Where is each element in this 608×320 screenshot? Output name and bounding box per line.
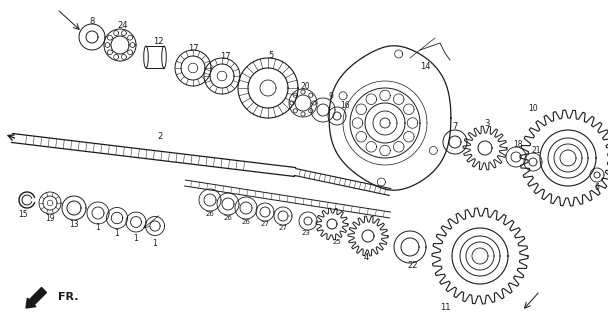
Text: 23: 23 bbox=[302, 230, 311, 236]
Text: 14: 14 bbox=[420, 61, 430, 70]
Text: 8: 8 bbox=[89, 17, 95, 26]
Ellipse shape bbox=[143, 46, 148, 68]
Text: 27: 27 bbox=[261, 221, 269, 227]
Text: 22: 22 bbox=[408, 261, 418, 270]
Text: 25: 25 bbox=[333, 239, 341, 245]
Text: 16: 16 bbox=[340, 100, 350, 109]
Text: 17: 17 bbox=[188, 44, 198, 52]
Text: 17: 17 bbox=[219, 52, 230, 60]
Text: 1: 1 bbox=[95, 222, 100, 231]
FancyArrow shape bbox=[26, 288, 46, 308]
Text: 3: 3 bbox=[485, 118, 489, 127]
Text: 26: 26 bbox=[241, 219, 250, 225]
Text: 5: 5 bbox=[268, 51, 274, 60]
Text: 19: 19 bbox=[45, 213, 55, 222]
Bar bbox=[146, 46, 164, 68]
Text: 9: 9 bbox=[328, 92, 333, 100]
Text: 11: 11 bbox=[440, 303, 451, 313]
Text: 1: 1 bbox=[134, 234, 139, 243]
Text: 24: 24 bbox=[118, 20, 128, 29]
Text: 21: 21 bbox=[531, 146, 541, 155]
Text: 7: 7 bbox=[452, 122, 458, 131]
Text: 26: 26 bbox=[206, 211, 215, 217]
Ellipse shape bbox=[162, 46, 166, 68]
Text: FR.: FR. bbox=[58, 292, 78, 302]
Text: 13: 13 bbox=[69, 220, 79, 228]
Text: 1: 1 bbox=[115, 228, 119, 237]
Text: 15: 15 bbox=[18, 210, 28, 219]
Text: 10: 10 bbox=[528, 103, 538, 113]
Text: 2: 2 bbox=[157, 132, 162, 140]
Text: 26: 26 bbox=[224, 215, 232, 221]
Text: 27: 27 bbox=[278, 225, 288, 231]
Text: 12: 12 bbox=[153, 36, 164, 45]
Text: 4: 4 bbox=[364, 253, 368, 262]
Text: 6: 6 bbox=[595, 182, 599, 191]
Text: 20: 20 bbox=[300, 82, 310, 91]
Text: 1: 1 bbox=[153, 238, 157, 247]
Text: 18: 18 bbox=[513, 140, 523, 148]
